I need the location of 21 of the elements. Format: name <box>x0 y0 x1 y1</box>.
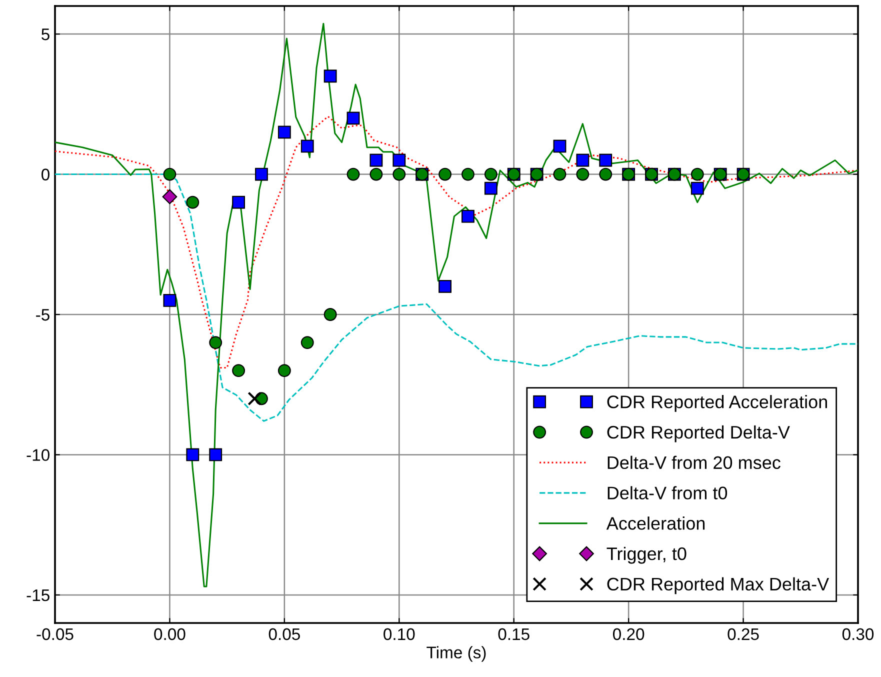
y-tick-label: -5 <box>36 309 50 321</box>
x-tick-label: 0.30 <box>842 628 874 640</box>
x-tick-label: 0.05 <box>268 628 300 640</box>
legend-label: Acceleration <box>606 516 705 530</box>
x-axis-title: Time (s) <box>426 646 486 662</box>
y-tick-label: -10 <box>26 449 50 461</box>
x-tick-label: 0.15 <box>498 628 530 640</box>
y-tick-label: 0 <box>42 168 50 180</box>
legend-label: CDR Reported Acceleration <box>607 395 827 412</box>
x-tick-label: 0.20 <box>613 628 644 640</box>
x-tick-label: 0.25 <box>728 628 759 640</box>
y-tick-label: 5 <box>42 28 50 40</box>
x-tick-label: -0.05 <box>36 628 74 640</box>
x-tick-label: 0.10 <box>384 628 415 640</box>
legend-label: Delta-V from t0 <box>608 486 728 500</box>
legend-label: Delta-V from 20 msec <box>608 456 780 470</box>
x-tick-label: 0.00 <box>154 628 186 640</box>
legend-label: CDR Reported Delta-V <box>607 425 790 442</box>
legend-label: Trigger, t0 <box>606 546 686 564</box>
y-tick-label: -15 <box>26 590 50 602</box>
legend-label: CDR Reported Max Delta-V <box>607 577 830 594</box>
